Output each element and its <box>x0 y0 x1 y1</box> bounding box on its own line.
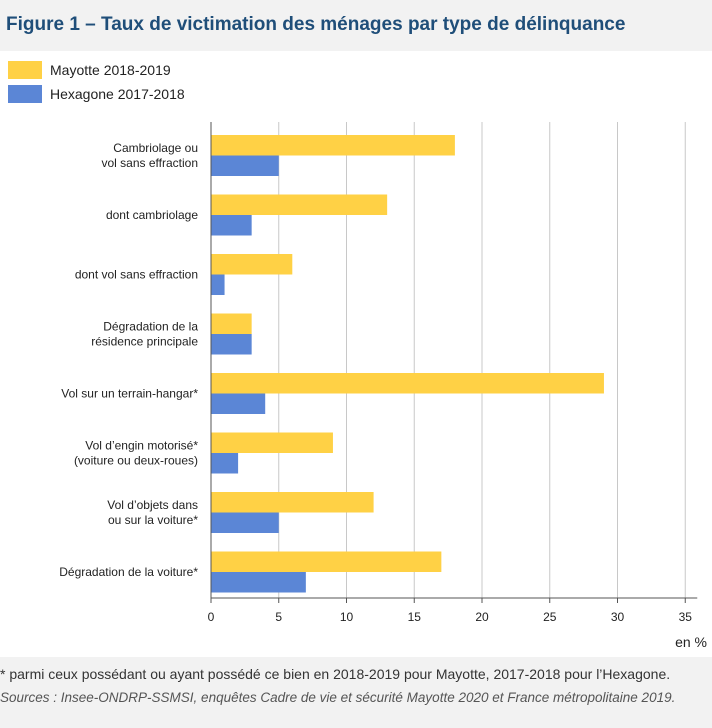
bar-hexagone <box>211 274 225 295</box>
x-tick-label: 10 <box>340 610 354 624</box>
legend-label-1: Mayotte 2018-2019 <box>50 62 171 78</box>
category-label: (voiture ou deux-roues) <box>74 454 198 468</box>
bar-hexagone <box>211 215 252 236</box>
bar-mayotte <box>211 194 388 215</box>
bar-mayotte <box>211 492 374 513</box>
bar-mayotte <box>211 135 455 156</box>
bar-mayotte <box>211 551 442 572</box>
bar-chart: Mayotte 2018-2019 Hexagone 2017-2018 0 5 10 1… <box>8 61 707 650</box>
legend-label-2: Hexagone 2017-2018 <box>50 86 185 102</box>
x-tick-label: 30 <box>611 610 625 624</box>
bar-hexagone <box>211 512 279 533</box>
category-label: vol sans effraction <box>102 156 199 170</box>
bar-mayotte <box>211 313 252 334</box>
legend-swatch-2 <box>8 85 42 103</box>
bar-hexagone <box>211 572 306 593</box>
bar-hexagone <box>211 453 239 474</box>
bar-hexagone <box>211 334 252 355</box>
x-tick-label: 25 <box>543 610 557 624</box>
category-label: dont cambriolage <box>106 208 198 222</box>
bar-mayotte <box>211 254 293 275</box>
x-tick-label: 15 <box>408 610 422 624</box>
bar-hexagone <box>211 393 266 414</box>
category-label: Vol d’engin motorisé* <box>85 439 198 453</box>
category-label: ou sur la voiture* <box>108 513 198 527</box>
figure-title: Figure 1 – Taux de victimation des ménag… <box>6 14 626 35</box>
x-tick-label: 0 <box>208 610 215 624</box>
category-label: Dégradation de la <box>103 320 198 334</box>
x-tick-label: 20 <box>475 610 489 624</box>
legend-swatch-1 <box>8 61 42 79</box>
category-label: Vol sur un terrain-hangar* <box>61 387 198 401</box>
category-label: Dégradation de la voiture* <box>59 565 198 579</box>
x-tick-label: 5 <box>275 610 282 624</box>
category-label: Cambriolage ou <box>113 141 198 155</box>
category-label: résidence principale <box>91 335 198 349</box>
x-axis-label: en % <box>675 634 707 650</box>
category-label: Vol d’objets dans <box>107 498 198 512</box>
footnote: * parmi ceux possédant ou ayant possédé … <box>0 666 671 682</box>
bar-mayotte <box>211 373 604 394</box>
bar-mayotte <box>211 432 333 453</box>
x-tick-label: 35 <box>679 610 693 624</box>
bar-hexagone <box>211 155 279 176</box>
source-note: Sources : Insee-ONDRP-SSMSI, enquêtes Ca… <box>0 690 676 705</box>
category-label: dont vol sans effraction <box>75 268 198 282</box>
